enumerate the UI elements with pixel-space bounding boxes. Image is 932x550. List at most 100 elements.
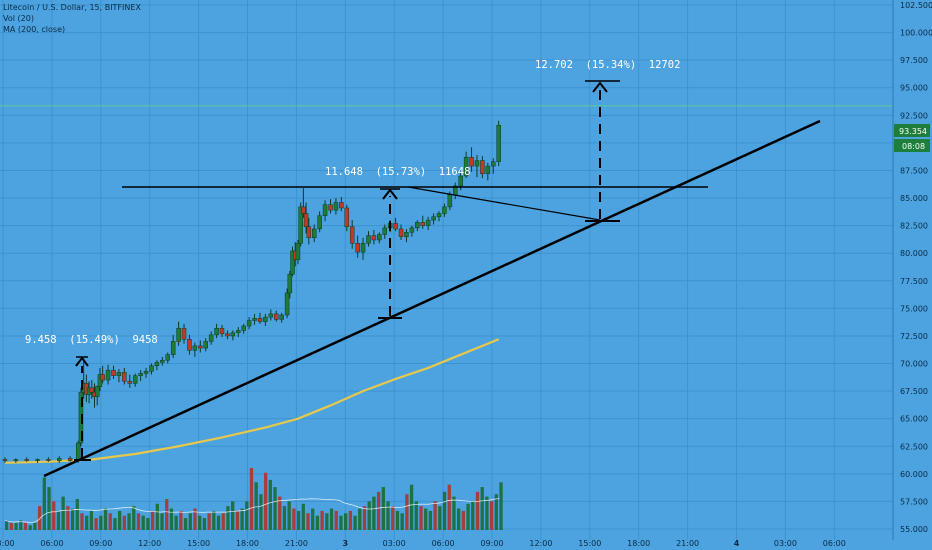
ma-200-line [4,338,500,464]
volume-bars [5,468,503,530]
x-tick-label: 06:00 [432,539,455,548]
time-axis[interactable]: 03:00 06:00 09:00 12:00 15:00 18:00 21:00 3 03:0… [0,539,846,548]
volume-bar [296,510,301,530]
volume-bar [494,494,498,530]
candle-down [480,160,485,175]
volume-bar [146,518,150,530]
volume-bar [94,518,98,530]
measure-1-arrow [75,356,89,367]
last-price-badge: 93.354 [899,127,927,136]
y-tick-label: 87.500 [900,166,928,175]
ma-study-label[interactable]: MA (200, close) [3,25,66,34]
y-tick-label: 82.500 [900,222,928,231]
volume-bar [419,506,423,530]
measure-2-arrow [382,188,398,200]
x-tick-label: 12:00 [138,539,161,548]
volume-bar [301,503,305,530]
candle-down [328,204,333,211]
volume-bar [160,513,164,530]
candle-down [198,345,203,349]
price-axis[interactable]: 102.500100.00097.50095.00092.50090.00087… [892,0,932,540]
candle-down [371,235,377,241]
candle-down [393,223,398,230]
candle-down [339,202,344,209]
volume-bar [263,472,268,530]
candle-down [303,213,309,227]
volume-bar [212,510,216,530]
candle-up [154,362,160,366]
candle-down [306,226,312,239]
countdown-badge: 08:08 [902,142,925,151]
volume-bar [193,508,197,530]
candle-up [246,320,252,327]
volume-bar [216,515,221,530]
x-tick-label: 06:00 [823,539,846,548]
x-tick-label: 03:00 [383,539,406,548]
volume-bar [19,520,23,530]
volume-bar [240,508,244,530]
volume-bar [362,506,367,530]
candle-down [111,369,116,376]
volume-bar [155,503,159,530]
volume-bar [442,491,447,530]
candle-down [219,327,225,334]
candle-up [57,458,62,461]
candle-up [382,227,387,235]
x-tick-label: 15:00 [578,539,601,548]
candle-down [187,339,192,351]
volume-bar [287,501,291,530]
volume-bar [80,513,84,530]
x-tick-label: 4 [734,539,740,548]
volume-bar [188,513,192,530]
x-tick-label: 12:00 [529,539,552,548]
candle-up [214,327,219,336]
candle-up [298,206,303,244]
volume-bar [179,510,183,530]
measure-3-arrow [592,81,608,93]
candle-up [268,313,274,318]
volume-bar [282,506,287,530]
volume-study-label[interactable]: Vol (20) [3,14,34,23]
volume-bar [202,518,207,530]
y-tick-label: 60.000 [900,470,928,479]
volume-bar [344,513,348,530]
volume-bar [424,508,428,530]
volume-bar [320,510,324,530]
candle-up [463,156,469,177]
candle-up [132,375,138,384]
volume-bar [66,506,70,530]
volume-bar [409,484,414,530]
volume-bar [325,513,329,530]
candle-down [398,228,404,237]
candle-up [295,243,301,261]
x-tick-label: 21:00 [285,539,308,548]
volume-bar [89,510,94,530]
candle-up [474,160,480,167]
volume-bar [367,501,371,530]
candle-up [170,341,176,355]
candle-up [230,332,236,337]
volume-bar [339,515,343,530]
volume-bar [433,501,437,530]
y-tick-label: 57.500 [900,497,928,506]
volume-bar [306,513,310,530]
volume-bar [169,508,174,530]
price-badge-bg [894,124,930,137]
volume-bar [47,487,51,530]
chart-legend: Litecoin / U.S. Dollar, 15, BITFINEX Vol… [3,2,141,35]
volume-bar [99,515,103,530]
candle-up [491,161,496,167]
volume-bar [249,468,254,530]
price-badges: 93.354 08:08 [894,124,930,152]
x-tick-label: 18:00 [627,539,650,548]
volume-bar [231,501,235,530]
timer-badge-bg [894,139,930,152]
candle-up [75,442,81,461]
volume-bar [113,518,117,530]
y-tick-label: 67.500 [900,387,928,396]
volume-bar [23,522,28,530]
symbol-title[interactable]: Litecoin / U.S. Dollar, 15, BITFINEX [3,3,141,12]
volume-bar [428,510,433,530]
